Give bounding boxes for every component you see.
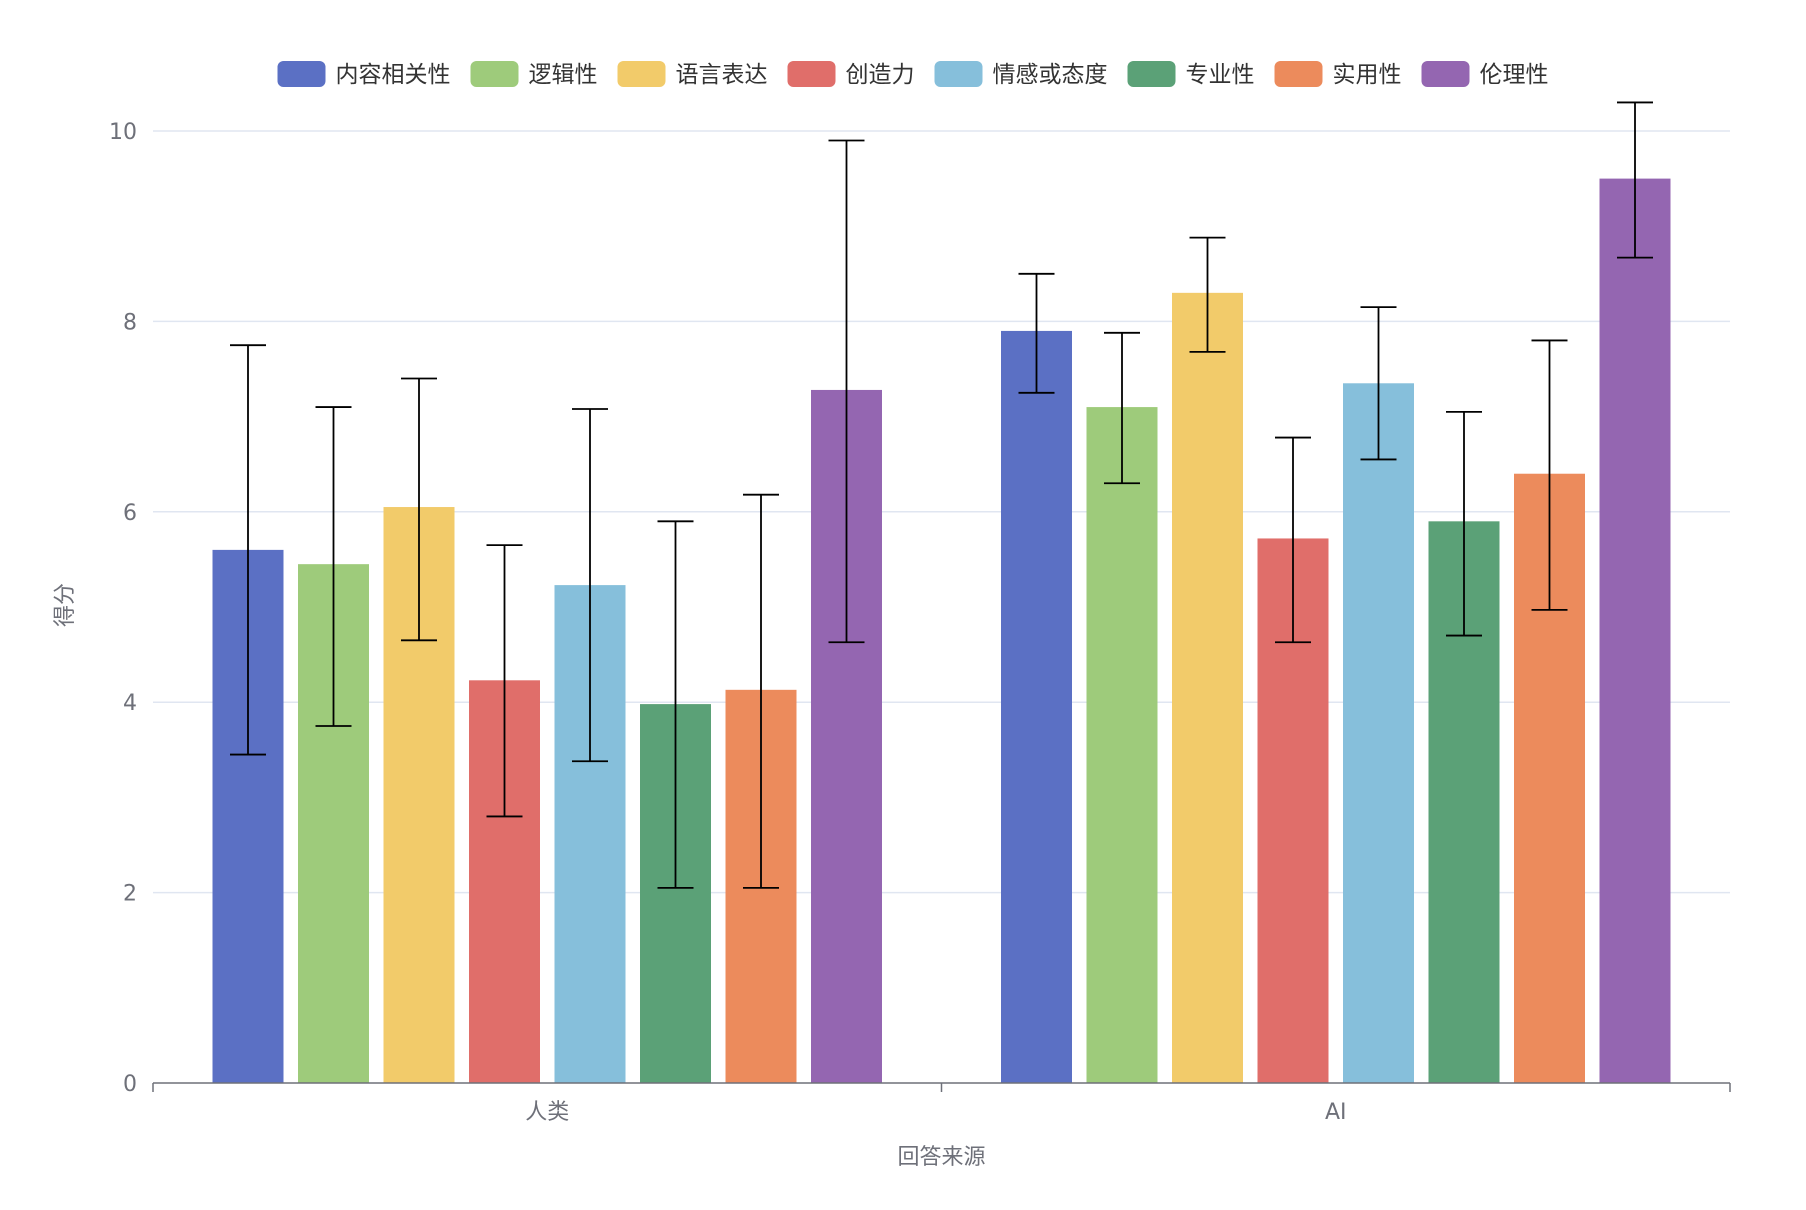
legend-swatch [1274, 61, 1323, 87]
legend-item-逻辑性[interactable]: 逻辑性 [470, 61, 598, 88]
y-tick-label: 8 [123, 310, 137, 335]
legend-label: 创造力 [846, 62, 915, 88]
y-tick-label: 2 [123, 882, 137, 907]
axis-layer: 0 2 4 6 8 10 人类 AI 回答来源 得分 [53, 120, 1731, 1170]
error-bar-实用性-人类 [743, 493, 779, 889]
y-tick-label: 10 [109, 120, 137, 145]
y-axis-title: 得分 [53, 583, 78, 627]
legend-swatch [277, 61, 326, 87]
error-bar-语言表达-人类 [401, 377, 437, 642]
error-bar-内容相关性-人类 [230, 344, 266, 756]
legend-swatch [787, 61, 836, 87]
error-bar-专业性-人类 [657, 520, 694, 889]
error-bar-实用性-AI [1531, 339, 1568, 611]
legend-label: 逻辑性 [529, 62, 598, 88]
legend-label: 实用性 [1333, 62, 1402, 88]
y-tick-label: 6 [123, 501, 137, 526]
legend-label: 专业性 [1186, 62, 1255, 88]
error-bar-逻辑性-人类 [315, 406, 352, 727]
legend-label: 内容相关性 [336, 62, 451, 88]
x-axis-title: 回答来源 [897, 1145, 985, 1170]
legend-swatch [934, 61, 983, 87]
error-bar-语言表达-AI [1189, 236, 1226, 353]
error-bar-伦理性-人类 [828, 139, 865, 644]
bar-layer [212, 178, 1671, 1084]
legend-label: 语言表达 [676, 62, 768, 88]
legend-swatch [470, 61, 519, 87]
error-bar-情感或态度-人类 [572, 408, 608, 763]
bar-逻辑性-AI[interactable] [1086, 407, 1158, 1084]
legend-item-情感或态度[interactable]: 情感或态度 [934, 61, 1108, 88]
bar-语言表达-AI[interactable] [1172, 292, 1243, 1084]
y-tick-label: 0 [123, 1072, 137, 1097]
error-bar-伦理性-AI [1617, 101, 1653, 259]
bar-内容相关性-AI[interactable] [1001, 330, 1072, 1083]
legend-item-实用性[interactable]: 实用性 [1274, 61, 1402, 88]
legend-item-创造力[interactable]: 创造力 [787, 61, 915, 88]
bar-伦理性-AI[interactable] [1599, 178, 1671, 1084]
legend-item-内容相关性[interactable]: 内容相关性 [277, 61, 451, 88]
legend-item-专业性[interactable]: 专业性 [1127, 61, 1255, 88]
legend: 内容相关性 逻辑性 语言表达 创造力 情感或态度 专业性 实用性 伦理性 [277, 61, 1549, 88]
error-bar-专业性-AI [1446, 410, 1482, 637]
error-bar-情感或态度-AI [1360, 306, 1397, 461]
legend-item-语言表达[interactable]: 语言表达 [617, 61, 768, 88]
legend-label: 情感或态度 [993, 62, 1108, 88]
legend-swatch [617, 61, 666, 87]
legend-label: 伦理性 [1480, 62, 1549, 88]
bar-情感或态度-AI[interactable] [1343, 383, 1414, 1083]
x-category-label: 人类 [525, 1100, 569, 1125]
error-bar-layer [230, 101, 1653, 889]
legend-swatch [1421, 61, 1470, 87]
error-bar-创造力-AI [1275, 436, 1311, 644]
error-bar-逻辑性-AI [1104, 331, 1140, 485]
x-category-label: AI [1325, 1100, 1347, 1125]
error-bar-内容相关性-AI [1018, 272, 1055, 394]
y-tick-label: 4 [123, 691, 137, 716]
legend-item-伦理性[interactable]: 伦理性 [1421, 61, 1549, 88]
legend-swatch [1127, 61, 1176, 87]
error-bar-创造力-人类 [486, 544, 523, 818]
